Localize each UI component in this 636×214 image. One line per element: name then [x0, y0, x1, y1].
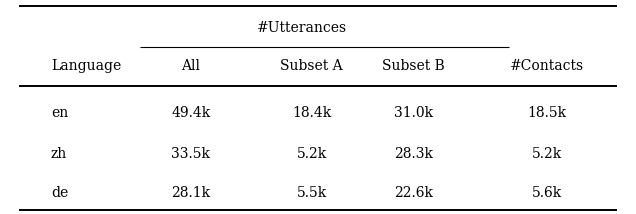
Text: #Utterances: #Utterances — [257, 21, 347, 35]
Text: Language: Language — [51, 59, 121, 73]
Text: zh: zh — [51, 147, 67, 161]
Text: 22.6k: 22.6k — [394, 186, 433, 200]
Text: Subset B: Subset B — [382, 59, 445, 73]
Text: en: en — [51, 106, 68, 120]
Text: 5.2k: 5.2k — [296, 147, 327, 161]
Text: #Contacts: #Contacts — [510, 59, 584, 73]
Text: 33.5k: 33.5k — [171, 147, 211, 161]
Text: 49.4k: 49.4k — [171, 106, 211, 120]
Text: 18.4k: 18.4k — [292, 106, 331, 120]
Text: 5.5k: 5.5k — [296, 186, 327, 200]
Text: 18.5k: 18.5k — [527, 106, 567, 120]
Text: 31.0k: 31.0k — [394, 106, 433, 120]
Text: Subset A: Subset A — [280, 59, 343, 73]
Text: 5.2k: 5.2k — [532, 147, 562, 161]
Text: 5.6k: 5.6k — [532, 186, 562, 200]
Text: 28.3k: 28.3k — [394, 147, 433, 161]
Text: All: All — [181, 59, 200, 73]
Text: 28.1k: 28.1k — [171, 186, 211, 200]
Text: de: de — [51, 186, 68, 200]
